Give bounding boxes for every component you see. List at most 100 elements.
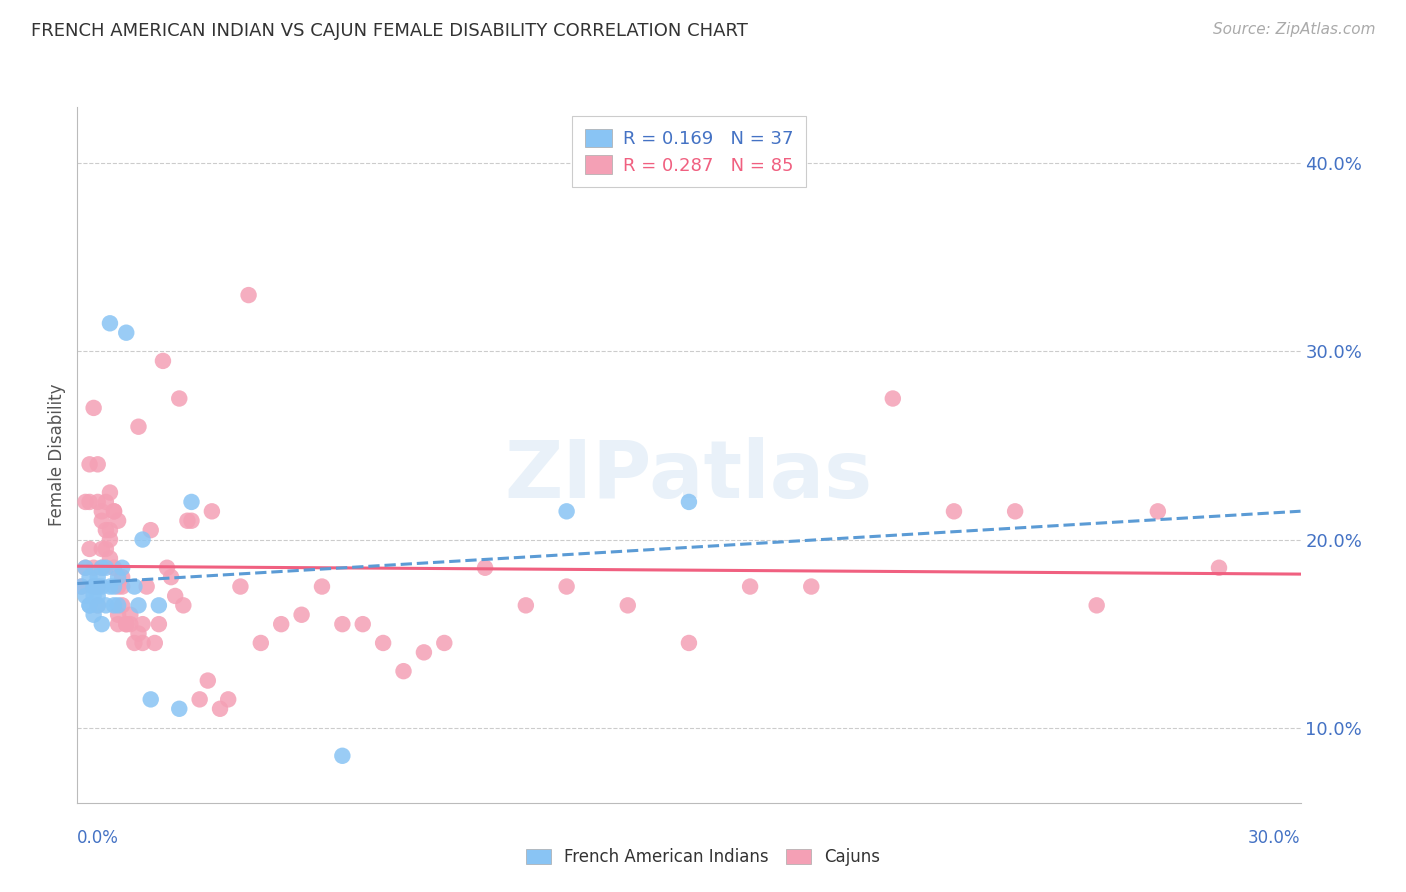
Point <box>87 580 110 594</box>
Point <box>103 504 125 518</box>
Point <box>83 580 105 594</box>
Point <box>139 692 162 706</box>
Point <box>107 617 129 632</box>
Point <box>433 636 456 650</box>
Point <box>474 560 496 574</box>
Point <box>148 617 170 632</box>
Point <box>1147 504 1170 518</box>
Point <box>352 617 374 632</box>
Point <box>135 580 157 594</box>
Point <box>87 599 110 613</box>
Point <box>103 560 125 574</box>
Point <box>290 607 312 622</box>
Point <box>103 599 125 613</box>
Point <box>555 580 578 594</box>
Point <box>90 560 112 574</box>
Point <box>90 514 112 528</box>
Point <box>90 617 112 632</box>
Legend: French American Indians, Cajuns: French American Indians, Cajuns <box>517 840 889 875</box>
Point <box>127 599 149 613</box>
Point <box>238 288 260 302</box>
Point <box>79 541 101 556</box>
Point <box>188 692 211 706</box>
Point <box>98 523 121 537</box>
Point <box>98 551 121 566</box>
Point <box>107 580 129 594</box>
Point <box>90 541 112 556</box>
Point <box>131 533 153 547</box>
Point <box>131 636 153 650</box>
Point <box>79 570 101 584</box>
Text: FRENCH AMERICAN INDIAN VS CAJUN FEMALE DISABILITY CORRELATION CHART: FRENCH AMERICAN INDIAN VS CAJUN FEMALE D… <box>31 22 748 40</box>
Point <box>107 514 129 528</box>
Point <box>107 599 129 613</box>
Point <box>270 617 292 632</box>
Point <box>555 504 578 518</box>
Point <box>94 599 117 613</box>
Point <box>678 636 700 650</box>
Point <box>176 514 198 528</box>
Point <box>124 580 146 594</box>
Point <box>115 326 138 340</box>
Point <box>103 580 125 594</box>
Point <box>217 692 239 706</box>
Point <box>120 607 142 622</box>
Point <box>143 636 166 650</box>
Point <box>617 599 640 613</box>
Point <box>79 599 101 613</box>
Point <box>124 636 146 650</box>
Point <box>87 495 110 509</box>
Point <box>111 560 134 574</box>
Point <box>83 589 105 603</box>
Point <box>413 645 436 659</box>
Point <box>98 533 121 547</box>
Text: 0.0%: 0.0% <box>77 829 120 847</box>
Y-axis label: Female Disability: Female Disability <box>48 384 66 526</box>
Point <box>111 570 134 584</box>
Point <box>160 570 183 584</box>
Point <box>740 580 762 594</box>
Point <box>75 560 97 574</box>
Point <box>882 392 904 406</box>
Point <box>1085 599 1108 613</box>
Point <box>103 504 125 518</box>
Point <box>111 599 134 613</box>
Point <box>87 570 110 584</box>
Text: Source: ZipAtlas.com: Source: ZipAtlas.com <box>1212 22 1375 37</box>
Point <box>1004 504 1026 518</box>
Point <box>83 580 105 594</box>
Point <box>87 458 110 472</box>
Point <box>942 504 965 518</box>
Point <box>678 495 700 509</box>
Text: ZIPatlas: ZIPatlas <box>505 437 873 515</box>
Point <box>94 495 117 509</box>
Point <box>1208 560 1230 574</box>
Point <box>83 580 105 594</box>
Point <box>165 589 187 603</box>
Point <box>83 607 105 622</box>
Point <box>87 589 110 603</box>
Point <box>152 354 174 368</box>
Point <box>250 636 273 650</box>
Point <box>87 599 110 613</box>
Point <box>139 523 162 537</box>
Point <box>94 541 117 556</box>
Text: 30.0%: 30.0% <box>1249 829 1301 847</box>
Point <box>120 617 142 632</box>
Point <box>197 673 219 688</box>
Point <box>332 748 354 763</box>
Point <box>208 702 231 716</box>
Point <box>70 580 93 594</box>
Point <box>90 504 112 518</box>
Point <box>156 560 179 574</box>
Point <box>800 580 823 594</box>
Point <box>79 495 101 509</box>
Point <box>172 599 194 613</box>
Point <box>169 392 191 406</box>
Point <box>94 523 117 537</box>
Point <box>115 617 138 632</box>
Point <box>169 702 191 716</box>
Point <box>87 580 110 594</box>
Point <box>75 560 97 574</box>
Point <box>332 617 354 632</box>
